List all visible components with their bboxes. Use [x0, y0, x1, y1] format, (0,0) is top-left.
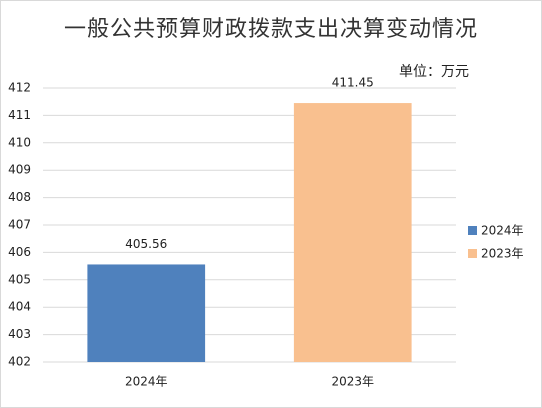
- bar: [293, 103, 412, 362]
- x-tick-label: 2024年: [125, 375, 168, 389]
- bar: [87, 264, 206, 362]
- y-tick-label: 402: [8, 355, 31, 369]
- data-label: 411.45: [332, 76, 374, 90]
- y-tick-label: 411: [8, 108, 31, 122]
- y-tick-label: 404: [8, 300, 31, 314]
- y-tick-label: 407: [8, 218, 31, 232]
- y-tick-label: 406: [8, 245, 31, 259]
- y-tick-label: 408: [8, 190, 31, 204]
- legend-label: 2024年: [481, 224, 524, 238]
- data-label: 405.56: [125, 237, 167, 251]
- legend-swatch: [468, 226, 477, 235]
- y-tick-label: 409: [8, 163, 31, 177]
- y-tick-label: 412: [8, 81, 31, 95]
- y-tick-label: 405: [8, 272, 31, 286]
- unit-label: 单位：万元: [399, 64, 469, 80]
- legend-label: 2023年: [481, 247, 524, 261]
- chart-title: 一般公共预算财政拨款支出决算变动情况: [63, 17, 478, 42]
- x-tick-label: 2023年: [331, 375, 374, 389]
- y-tick-label: 403: [8, 327, 31, 341]
- y-tick-label: 410: [8, 135, 31, 149]
- legend-swatch: [468, 249, 477, 258]
